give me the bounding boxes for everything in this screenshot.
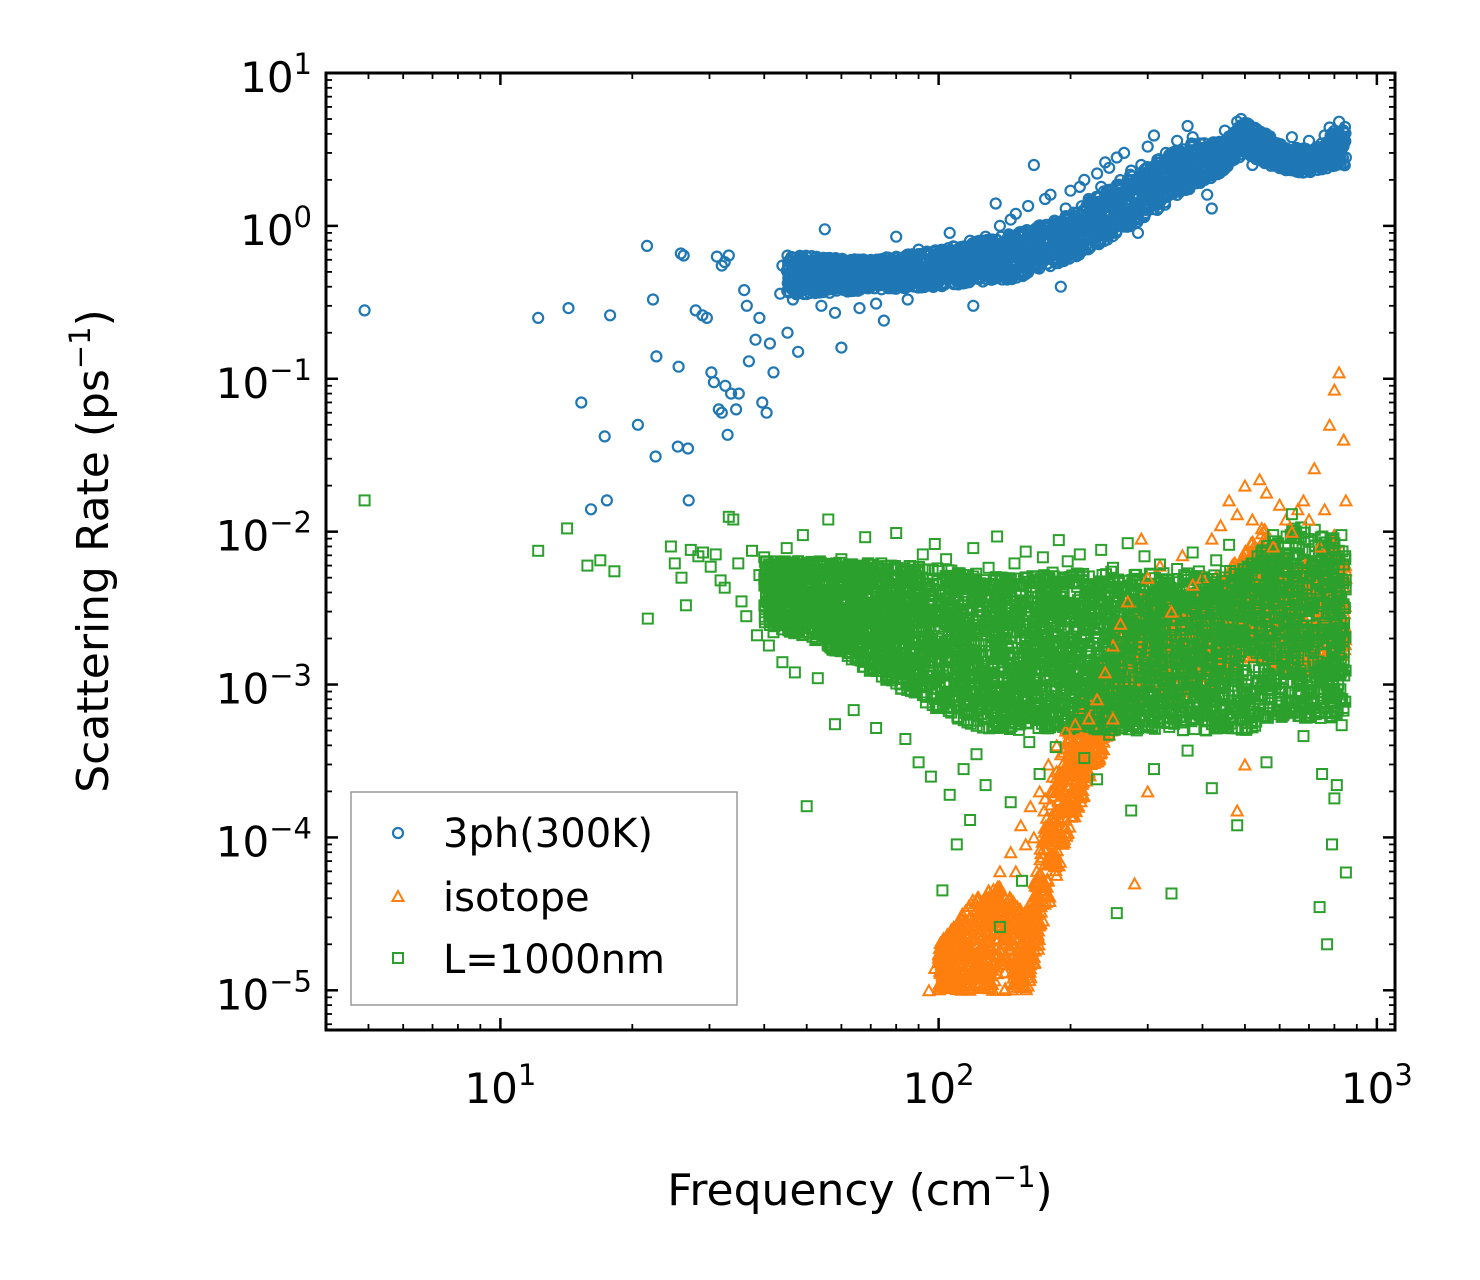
dense-point [1111,215,1124,229]
dense-point [1296,143,1309,156]
dense-point [968,267,981,280]
dense-point [806,254,819,267]
dense-point [1106,230,1119,243]
dense-point [1198,148,1211,161]
dense-point [781,277,794,290]
dense-point [990,233,1004,246]
dense-point [1129,180,1142,193]
dense-point [1114,174,1127,187]
dense-point [1010,271,1023,284]
dense-point [1176,160,1190,174]
dense-point [793,277,807,290]
dense-point [1134,179,1147,192]
dense-point [1025,248,1038,261]
dense-point [1088,200,1102,213]
dense-point [1021,266,1035,279]
dense-point [1081,207,1095,220]
dense-point [882,282,895,295]
dense-point [781,284,794,297]
dense-point [1051,236,1064,249]
dense-point [1334,152,1347,165]
dense-point [867,272,881,285]
dense-point [1061,243,1074,256]
dense-point [1003,244,1016,257]
dense-point [1140,201,1153,214]
dense-point [817,286,830,299]
dense-point [1194,176,1207,189]
dense-point [1092,236,1105,249]
dense-data-layer [758,116,1353,996]
dense-band-3ph [780,116,1352,301]
dense-point [781,249,794,262]
dense-point [1183,168,1197,182]
dense-point [980,245,994,258]
dense-point [1263,130,1277,143]
dense-point [1176,181,1189,194]
dense-point [1160,167,1174,180]
dense-point [1160,162,1174,175]
dense-point [1041,258,1054,271]
dense-point [1220,146,1233,159]
dense-point [981,269,995,282]
dense-point [826,281,839,294]
dense-point [1322,147,1335,160]
dense-point [1033,240,1047,253]
dense-point [996,251,1009,264]
dense-point [806,259,819,272]
dense-point [1004,272,1017,285]
dense-point [1121,180,1134,193]
dense-point [1335,132,1348,145]
dense-point [824,273,838,286]
dense-point [997,265,1011,278]
dense-point [1042,227,1056,240]
dense-point [1080,200,1093,213]
dense-point [841,284,854,297]
dense-point [793,271,806,284]
dense-point [1233,151,1246,164]
dense-point [1042,251,1055,264]
dense-point [1293,163,1307,176]
dense-point [993,266,1006,279]
dense-point [1013,226,1027,239]
dense-point [1175,146,1189,160]
dense-point [1170,188,1184,201]
dense-point [802,283,815,296]
dense-point [947,278,960,291]
dense-point [887,272,900,285]
dense-point [814,265,827,278]
dense-point [1141,189,1154,202]
dense-point [1204,164,1217,177]
dense-point [1137,209,1151,222]
dense-point [1056,255,1069,268]
dense-point [1212,163,1225,176]
dense-point [1141,182,1154,195]
dense-point [1105,224,1118,237]
dense-point [1260,146,1273,159]
dense-point [1004,259,1017,272]
dense-point [1027,226,1040,239]
